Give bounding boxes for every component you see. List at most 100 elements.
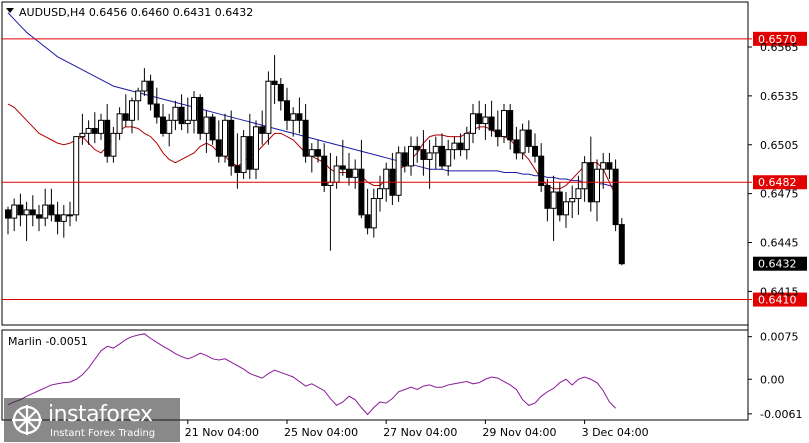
candle (501, 104, 507, 144)
candle (290, 107, 297, 137)
level-price-tag (753, 292, 807, 307)
candle (494, 110, 501, 147)
candle (73, 136, 80, 222)
candle-body (470, 113, 476, 134)
indicator-axis: 0.0075 0.00 -0.0061 (748, 331, 802, 421)
time-tick-label: 21 Nov 04:00 (185, 426, 259, 439)
candle (315, 139, 321, 163)
candle-layer (5, 55, 625, 266)
candle (563, 192, 569, 228)
time-tick-label: 3 Dec 04:00 (582, 426, 649, 439)
candle-body (259, 126, 266, 134)
candle (457, 133, 464, 157)
time-tick-label: 29 Nov 04:00 (482, 426, 556, 439)
candle-body (383, 168, 390, 190)
candle-body (513, 139, 520, 154)
candle (172, 100, 179, 131)
candle-body (346, 168, 352, 178)
candle-body (377, 188, 383, 200)
candle-body (395, 152, 402, 196)
candle (277, 77, 284, 111)
candle (420, 130, 427, 176)
candle-body (79, 132, 86, 138)
candle (29, 195, 36, 227)
candle (215, 120, 222, 163)
candle-body (612, 168, 619, 226)
candle-body (104, 119, 111, 157)
candle (302, 104, 309, 163)
candle (191, 90, 197, 134)
candle-body (277, 83, 284, 102)
candle-body (618, 224, 625, 265)
indicator-tick-label: -0.0061 (760, 408, 802, 421)
level-price-label: 0.6410 (758, 294, 797, 307)
candle-body (420, 149, 427, 160)
candle (209, 113, 216, 145)
candle-body (563, 201, 569, 216)
candle (532, 133, 538, 163)
candle (36, 205, 42, 232)
symbol-label: AUDUSD,H4 0.6456 0.6460 0.6431 0.6432 (19, 6, 253, 19)
candle-body (73, 136, 80, 216)
candle-body (209, 116, 216, 141)
candle-body (265, 80, 272, 134)
candle (525, 120, 532, 153)
candle (153, 87, 160, 124)
candle (110, 126, 117, 163)
candle (42, 188, 49, 227)
price-tick-label: 0.6445 (760, 237, 799, 250)
candle-body (184, 119, 191, 125)
candle-body (315, 149, 321, 157)
candle-body (271, 80, 278, 85)
candle-body (550, 191, 557, 209)
candle (259, 110, 266, 145)
level-price-label: 0.6570 (758, 33, 797, 46)
candle (507, 104, 514, 150)
candle (538, 143, 545, 193)
candle (482, 104, 489, 140)
candle (222, 113, 228, 163)
candle-body (23, 209, 30, 216)
candle (308, 143, 315, 173)
candle (141, 68, 148, 96)
candle-body (321, 155, 328, 186)
candle (339, 139, 346, 176)
candle (544, 178, 551, 222)
candle (370, 188, 377, 238)
dropdown-triangle-icon[interactable] (6, 8, 14, 13)
candle-body (240, 136, 247, 173)
watermark-logo: instaforex Instant Forex Trading (4, 398, 180, 442)
candle-body (135, 90, 142, 102)
candle (265, 71, 272, 145)
candle-body (129, 100, 135, 121)
candle (60, 205, 67, 238)
price-tick-label: 0.6505 (760, 139, 799, 152)
time-tick-label: 27 Nov 04:00 (383, 426, 457, 439)
watermark-tagline: Instant Forex Trading (50, 428, 156, 439)
candle-body (197, 97, 204, 134)
candle-body (296, 113, 303, 121)
candle (352, 159, 359, 189)
candle-body (48, 204, 55, 216)
candle (519, 123, 526, 160)
candle-body (246, 136, 253, 170)
candle (395, 146, 402, 202)
level-price-tag (753, 175, 807, 190)
candle-body (401, 152, 408, 167)
current-price-tag (753, 256, 807, 271)
price-tick-label: 0.6475 (760, 188, 799, 201)
candle (166, 113, 173, 147)
indicator-tick-label: 0.00 (760, 373, 785, 386)
price-tick-label: 0.6415 (760, 285, 799, 298)
indicator-label: Marlin -0.0051 (8, 335, 88, 348)
candle-body (594, 168, 600, 203)
candle-body (172, 106, 179, 121)
candle-body (36, 214, 42, 219)
candle (488, 100, 495, 137)
price-tick-label: 0.6535 (760, 90, 799, 103)
main-panel (1, 1, 749, 326)
ma-slow-line (7, 12, 616, 188)
marlin-layer (7, 333, 616, 416)
candle (48, 188, 55, 222)
candle-body (141, 80, 148, 92)
